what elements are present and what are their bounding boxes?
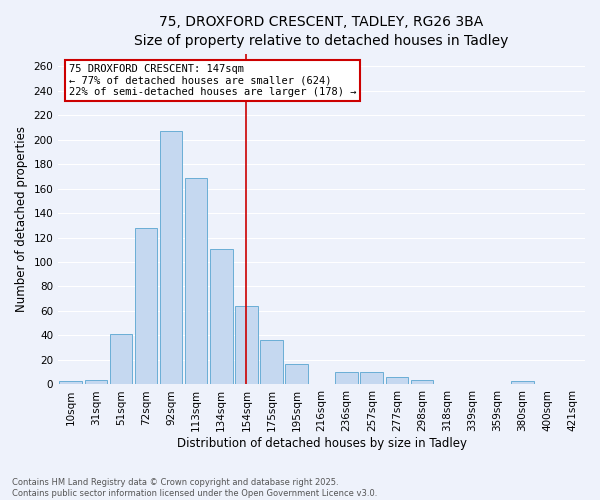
Bar	[85, 380, 107, 384]
Bar	[185, 178, 208, 384]
Bar	[210, 248, 233, 384]
Bar	[110, 334, 132, 384]
Bar	[260, 340, 283, 384]
Bar	[235, 306, 257, 384]
Bar	[410, 380, 433, 384]
Text: 75 DROXFORD CRESCENT: 147sqm
← 77% of detached houses are smaller (624)
22% of s: 75 DROXFORD CRESCENT: 147sqm ← 77% of de…	[69, 64, 356, 97]
Bar	[59, 381, 82, 384]
Text: Contains HM Land Registry data © Crown copyright and database right 2025.
Contai: Contains HM Land Registry data © Crown c…	[12, 478, 377, 498]
X-axis label: Distribution of detached houses by size in Tadley: Distribution of detached houses by size …	[176, 437, 467, 450]
Bar	[160, 131, 182, 384]
Title: 75, DROXFORD CRESCENT, TADLEY, RG26 3BA
Size of property relative to detached ho: 75, DROXFORD CRESCENT, TADLEY, RG26 3BA …	[134, 15, 509, 48]
Bar	[134, 228, 157, 384]
Bar	[386, 377, 408, 384]
Bar	[511, 381, 533, 384]
Y-axis label: Number of detached properties: Number of detached properties	[15, 126, 28, 312]
Bar	[285, 364, 308, 384]
Bar	[361, 372, 383, 384]
Bar	[335, 372, 358, 384]
